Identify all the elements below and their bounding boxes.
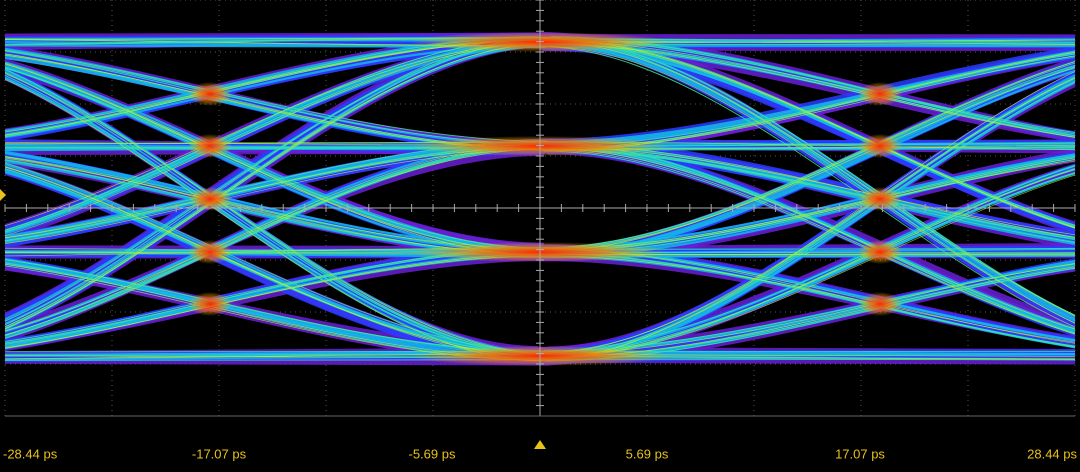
density-hotspot [858, 240, 902, 264]
eye-diagram [5, 32, 1075, 366]
x-label: 17.07 ps [835, 446, 885, 461]
x-label: -5.69 ps [409, 446, 456, 461]
density-hotspot [188, 187, 232, 211]
density-hotspot [188, 134, 232, 158]
level-marker [0, 189, 6, 201]
density-hotspot [858, 82, 902, 106]
x-label: -17.07 ps [192, 446, 247, 461]
density-hotspot [858, 134, 902, 158]
x-label: 5.69 ps [626, 446, 669, 461]
x-label: -28.44 ps [3, 446, 58, 461]
trigger-marker [534, 440, 546, 449]
density-hotspot [858, 292, 902, 316]
density-hotspot [858, 187, 902, 211]
x-label: 28.44 ps [1027, 446, 1077, 461]
density-hotspot [188, 82, 232, 106]
center-axes [4, 0, 1076, 417]
density-hotspot [188, 240, 232, 264]
density-hotspot [188, 292, 232, 316]
